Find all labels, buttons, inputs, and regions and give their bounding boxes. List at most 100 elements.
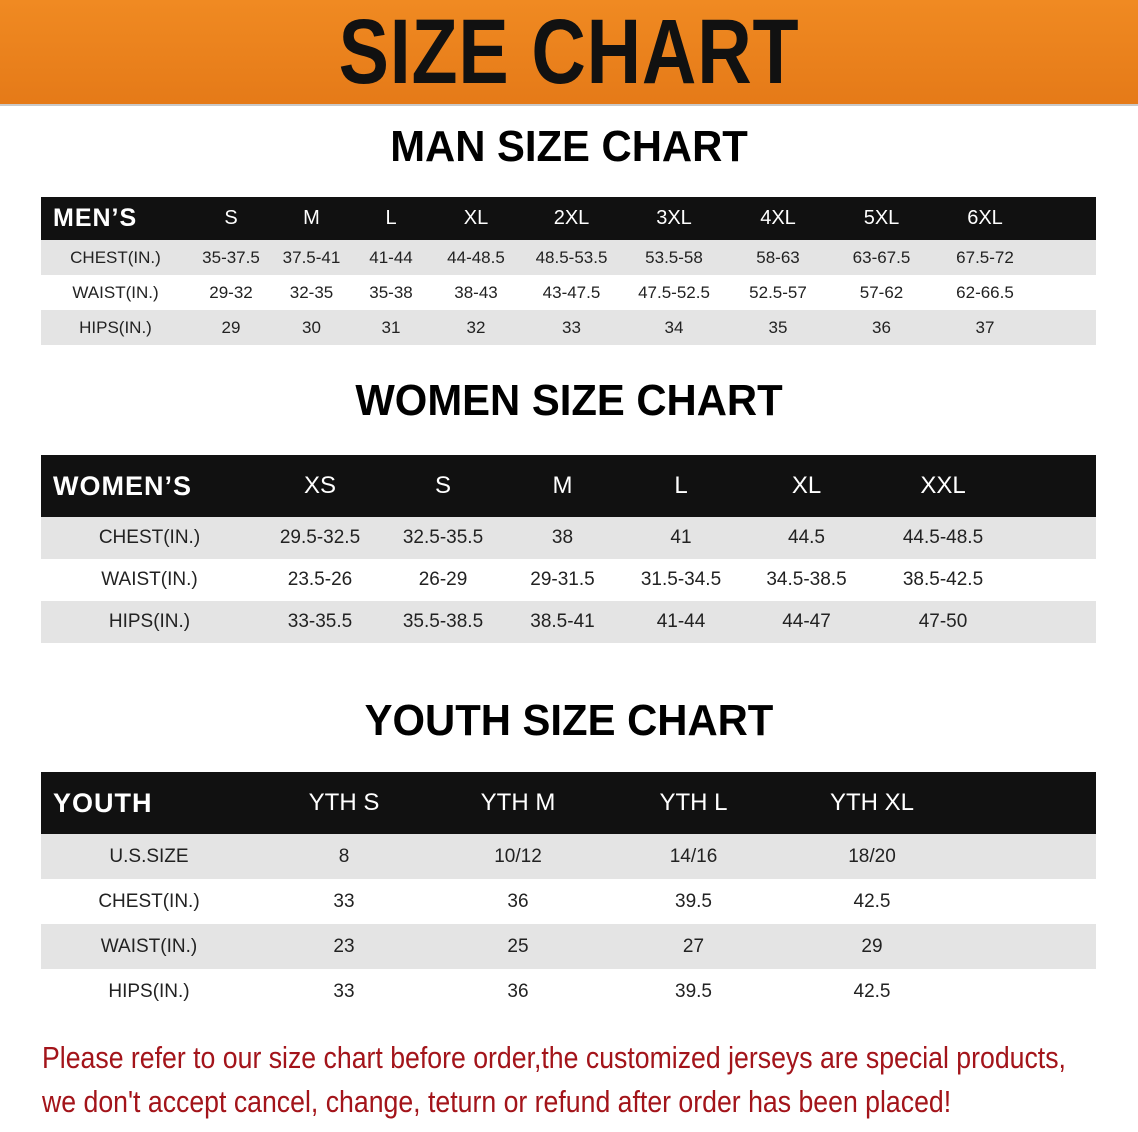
measurement-cell: 48.5-53.5 [535,247,608,267]
size-header-cell: 3XL [656,207,692,229]
table-row: U.S.SIZE 8 10/12 14/16 18/20 [41,834,1096,879]
measurement-cell: 41 [670,527,692,548]
measurement-cell: 39.5 [675,980,712,1002]
measurement-cell: 33 [333,980,355,1002]
measurement-cell: 23.5-26 [287,569,353,590]
title-banner: SIZE CHART [0,0,1138,106]
table-row: WAIST(IN.) 23 25 27 29 [41,924,1096,969]
table-row: HIPS(IN.) 29 30 31 32 33 34 35 36 37 [41,310,1096,345]
size-header-cell: XS [303,472,336,499]
table-corner-label: WOMEN’S [53,470,192,501]
row-label: HIPS(IN.) [79,317,152,337]
measurement-cell: 62-66.5 [956,282,1014,302]
measurement-cell: 38.5-42.5 [902,569,984,590]
measurement-cell: 34.5-38.5 [766,569,847,590]
measurement-cell: 14/16 [669,845,718,867]
measurement-cell: 67.5-72 [956,247,1014,267]
size-header-cell: L [385,207,397,229]
measurement-cell: 52.5-57 [749,282,807,302]
row-label: HIPS(IN.) [108,980,190,1002]
order-notice-line-1: Please refer to our size chart before or… [42,1040,1066,1075]
measurement-cell: 26-29 [418,569,468,590]
measurement-cell: 37.5-41 [282,247,341,267]
size-header-cell: L [674,472,688,499]
order-notice: Please refer to our size chart before or… [42,1036,1066,1124]
order-notice-line-2: we don't accept cancel, change, teturn o… [42,1084,952,1119]
size-header-cell: YTH L [659,789,728,816]
measurement-cell: 29-31.5 [530,569,595,590]
size-header-cell: M [303,207,320,229]
measurement-cell: 29.5-32.5 [279,527,361,548]
table-header-row: YOUTH YTH S YTH M YTH L YTH XL [41,772,1096,834]
row-label: CHEST(IN.) [70,247,161,267]
size-header-cell: XL [791,472,822,499]
measurement-cell: 29-32 [209,282,253,302]
measurement-cell: 47-50 [918,611,968,632]
measurement-cell: 29 [221,317,241,337]
measurement-cell: 57-62 [859,282,904,302]
measurement-cell: 44.5 [788,527,825,548]
size-header-cell: 4XL [760,207,796,229]
size-header-cell: 5XL [863,207,900,229]
table-corner-label: YOUTH [53,787,153,818]
measurement-cell: 38-43 [454,282,498,302]
row-label: CHEST(IN.) [98,527,201,548]
women-size-table: WOMEN’S XS S M L XL XXL CHEST(IN.) 29.5-32.5 32.5… [41,455,1096,643]
row-label: WAIST(IN.) [100,935,198,957]
measurement-cell: 36 [507,980,529,1002]
size-header-cell: S [224,207,238,229]
measurement-cell: 23 [333,935,355,957]
measurement-cell: 38.5-41 [530,611,595,632]
table-row: CHEST(IN.) 33 36 39.5 42.5 [41,879,1096,924]
table-header-row: WOMEN’S XS S M L XL XXL [41,455,1096,517]
table-row: WAIST(IN.) 29-32 32-35 35-38 38-43 43-47.5 47.… [41,275,1096,310]
size-header-cell: YTH XL [829,789,915,816]
measurement-cell: 29 [861,935,883,957]
measurement-cell: 25 [507,935,529,957]
size-header-cell: XXL [920,472,966,499]
measurement-cell: 41-44 [369,247,413,267]
row-label: WAIST(IN.) [72,282,159,302]
measurement-cell: 38 [551,527,574,548]
table-row: HIPS(IN.) 33-35.5 35.5-38.5 38.5-41 41-44 44-… [41,601,1096,643]
measurement-cell: 43-47.5 [542,282,601,302]
measurement-cell: 30 [302,317,321,337]
size-header-cell: YTH S [308,789,380,816]
table-row: CHEST(IN.) 35-37.5 37.5-41 41-44 44-48.5 48.5… [41,240,1096,275]
size-header-cell: 6XL [967,207,1003,229]
measurement-cell: 63-67.5 [852,247,911,267]
measurement-cell: 31.5-34.5 [640,569,722,590]
row-label: HIPS(IN.) [108,611,191,632]
men-size-table: MEN’S S M L XL 2XL 3XL 4XL 5XL 6XL CHEST(IN.) 35-37… [41,197,1096,345]
measurement-cell: 44-47 [782,611,831,632]
measurement-cell: 32 [466,317,486,337]
table-corner-label: MEN’S [53,204,138,232]
measurement-cell: 10/12 [494,845,542,867]
measurement-cell: 35-38 [369,282,413,302]
measurement-cell: 31 [381,317,401,337]
size-header-cell: M [552,472,573,499]
measurement-cell: 8 [338,845,350,867]
measurement-cell: 36 [507,890,529,912]
measurement-cell: 35 [768,317,788,337]
women-section-title: WOMEN SIZE CHART [355,376,783,425]
measurement-cell: 58-63 [756,247,800,267]
measurement-cell: 53.5-58 [645,247,703,267]
row-label: CHEST(IN.) [98,890,200,912]
measurement-cell: 34 [664,317,684,337]
measurement-cell: 41-44 [656,611,706,632]
measurement-cell: 27 [682,935,705,957]
table-header-row: MEN’S S M L XL 2XL 3XL 4XL 5XL 6XL [41,197,1096,240]
measurement-cell: 37 [975,317,995,337]
table-row: CHEST(IN.) 29.5-32.5 32.5-35.5 38 41 44.5 44.5… [41,517,1096,559]
measurement-cell: 44.5-48.5 [902,527,984,548]
measurement-cell: 42.5 [853,890,891,912]
size-header-cell: S [434,472,451,499]
measurement-cell: 33 [562,317,581,337]
size-header-cell: XL [463,207,489,229]
table-row: WAIST(IN.) 23.5-26 26-29 29-31.5 31.5-34.5 34… [41,559,1096,601]
measurement-cell: 32.5-35.5 [402,527,484,548]
measurement-cell: 39.5 [675,890,712,912]
row-label: U.S.SIZE [109,845,189,867]
